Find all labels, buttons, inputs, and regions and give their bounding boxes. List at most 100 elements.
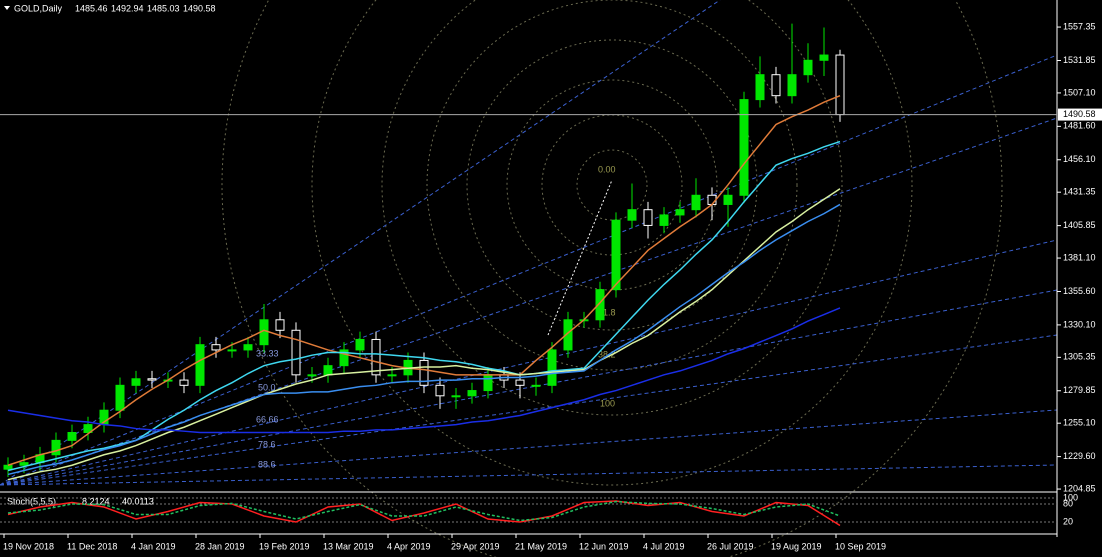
fib-label: 38.2 [598,349,616,359]
header-value: 1485.46 [75,3,108,13]
fib-arcs [221,0,1003,557]
y-tick-label: 1405.85 [1063,220,1096,230]
candle-body [755,74,765,101]
y-tick-label: 1431.35 [1063,187,1096,197]
y-tick-label: 100 [1063,492,1078,502]
candle-body [323,365,333,376]
x-tick-label: 19 Aug 2019 [771,541,822,551]
stoch-value: 40.0113 [122,496,154,506]
y-tick-label: 1531.85 [1063,55,1096,65]
fib-label: 100 [600,398,615,408]
y-tick-label: 1355.60 [1063,286,1096,296]
last-price-box [1058,108,1102,121]
y-tick-label: 20 [1063,516,1073,526]
x-tick-label: 26 Jul 2019 [707,541,754,551]
fib-label: 0.00 [598,164,616,174]
y-tick-label: 1279.85 [1063,385,1096,395]
x-tick-label: 4 Jul 2019 [643,541,685,551]
candle-body [835,54,845,116]
y-tick-label: 1204.85 [1063,483,1096,493]
candle-body [19,462,29,466]
candle-body [451,395,461,398]
candle-body [531,384,541,387]
x-tick-label: 11 Dec 2018 [67,541,117,551]
y-tick-label: 1456.10 [1063,154,1096,164]
candle-body [595,289,605,321]
stoch-value: 8.2124 [82,496,110,506]
candle-body [3,464,13,470]
x-tick-label: 12 Jun 2019 [579,541,629,551]
candle-body [211,344,221,351]
candle-body [275,319,285,331]
candle-body [371,338,381,376]
candle-body [659,214,669,226]
x-tick-label: 13 Mar 2019 [323,541,374,551]
fib-label: 66.66 [256,414,279,424]
fib-fan [0,0,1058,486]
x-tick-label: 10 Sep 2019 [835,541,886,551]
header-value: 1485.03 [147,3,180,13]
candle-body [771,74,781,97]
indicator-title: Stoch(5,5,5) [7,496,56,506]
header-value: 1492.94 [111,3,144,13]
fib-label: 88.6 [258,459,276,469]
candle-body [131,378,141,386]
candle-body [787,74,797,97]
fib-label: 61.8 [598,307,616,317]
moving-average [7,140,841,472]
candle-body [291,329,301,376]
candle-body [67,431,77,441]
candle-body [355,338,365,351]
chart-title: GOLD,Daily [14,3,63,13]
candle-body [643,209,653,226]
menu-icon [4,6,10,10]
candle-body [195,344,205,386]
candle-body [339,349,349,367]
candle-body [515,379,525,386]
candle-body [627,209,637,221]
last-price-label: 1490.58 [1063,109,1096,119]
x-tick-label: 4 Jan 2019 [131,541,176,551]
candle-body [435,384,445,397]
candle-body [467,390,477,397]
candle-body [563,319,573,351]
candle-body [547,349,557,386]
candle-body [307,374,317,377]
candle-body [227,349,237,352]
y-tick-label: 1557.35 [1063,21,1096,31]
candle-body [83,424,93,433]
x-tick-label: 19 Feb 2019 [259,541,310,551]
candle-body [179,379,189,386]
candle-body [51,439,61,456]
candle-body [483,374,493,392]
x-tick-label: 21 May 2019 [515,541,567,551]
candle-body [803,59,813,76]
candle-body [387,374,397,377]
moving-average [7,94,841,466]
candle-body [419,359,429,386]
candle-body [675,209,685,216]
candle-body [115,384,125,411]
fib-label: 50.0 [258,382,276,392]
x-tick-label: 29 Apr 2019 [451,541,500,551]
stoch-line [7,500,841,527]
candle-body [691,194,701,211]
candle-body [739,99,749,196]
header-value: 1490.58 [183,3,216,13]
fib-label: 33.33 [256,348,279,358]
moving-average [7,203,841,476]
stoch-line [7,500,841,522]
x-tick-label: 28 Jan 2019 [195,541,245,551]
y-tick-label: 1255.10 [1063,418,1096,428]
candle-body [611,219,621,291]
y-tick-label: 1305.35 [1063,352,1096,362]
candle-body [723,194,733,205]
fib-label: 78.6 [258,439,276,449]
candle-body [243,344,253,351]
moving-average [7,307,841,434]
y-tick-label: 1507.10 [1063,87,1096,97]
y-tick-label: 80 [1063,498,1073,508]
y-tick-label: 1330.10 [1063,319,1096,329]
